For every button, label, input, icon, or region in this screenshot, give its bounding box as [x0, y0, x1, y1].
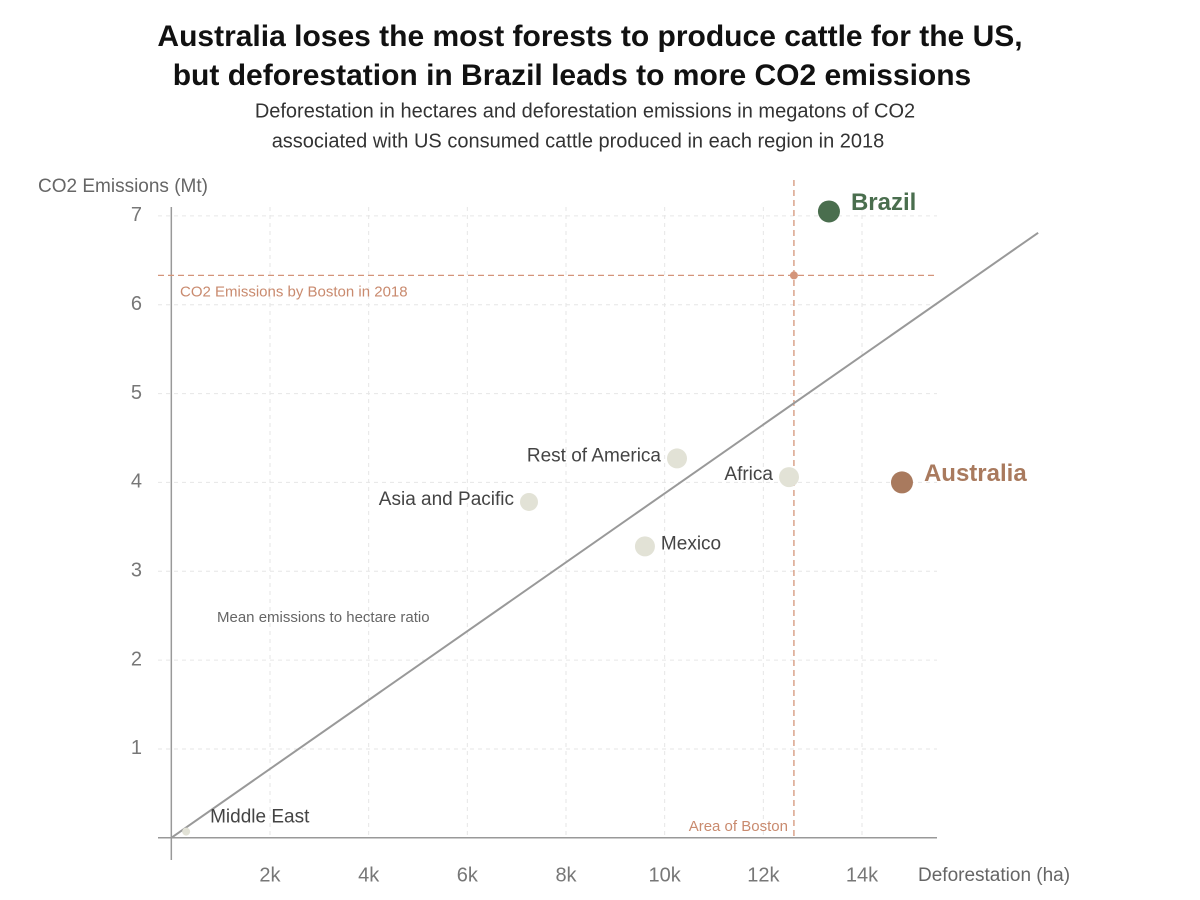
reference-label: Area of Boston	[689, 818, 788, 835]
y-tick-label: 4	[131, 471, 142, 493]
y-tick-label: 3	[131, 560, 142, 582]
point	[519, 492, 538, 511]
x-axis-title: Deforestation (ha)	[918, 865, 1070, 886]
point-label: Africa	[724, 464, 773, 485]
x-tick-label: 4k	[358, 864, 380, 886]
point-label: Mexico	[661, 533, 721, 554]
reference-point	[789, 271, 798, 280]
point	[778, 467, 799, 488]
y-tick-label: 2	[131, 648, 142, 670]
y-tick-label: 1	[131, 737, 142, 759]
point-label: Brazil	[851, 189, 916, 216]
point	[634, 536, 655, 557]
reference-label: CO2 Emissions by Boston in 2018	[180, 283, 408, 300]
x-tick-label: 8k	[555, 864, 577, 886]
point	[890, 471, 913, 494]
y-axis-title: CO2 Emissions (Mt)	[38, 176, 208, 197]
x-tick-label: 14k	[846, 864, 879, 886]
point	[182, 827, 191, 836]
subtitle: Deforestation in hectares and deforestat…	[255, 100, 915, 122]
mean-line	[170, 231, 1039, 839]
point-label: Australia	[924, 460, 1027, 487]
chart-title: but deforestation in Brazil leads to mor…	[173, 59, 972, 92]
point-label: Middle East	[210, 807, 310, 828]
x-tick-label: 6k	[457, 864, 479, 886]
mean-label: Mean emissions to hectare ratio	[217, 609, 430, 626]
y-tick-label: 5	[131, 382, 142, 404]
point	[817, 200, 840, 223]
x-tick-label: 10k	[649, 864, 682, 886]
y-tick-label: 6	[131, 293, 142, 315]
x-tick-label: 12k	[747, 864, 780, 886]
point-label: Asia and Pacific	[379, 489, 514, 510]
chart-title: Australia loses the most forests to prod…	[157, 20, 1022, 53]
point-label: Rest of America	[527, 445, 662, 466]
y-tick-label: 7	[131, 204, 142, 226]
x-tick-label: 2k	[259, 864, 281, 886]
point	[667, 448, 688, 469]
subtitle: associated with US consumed cattle produ…	[272, 130, 885, 152]
